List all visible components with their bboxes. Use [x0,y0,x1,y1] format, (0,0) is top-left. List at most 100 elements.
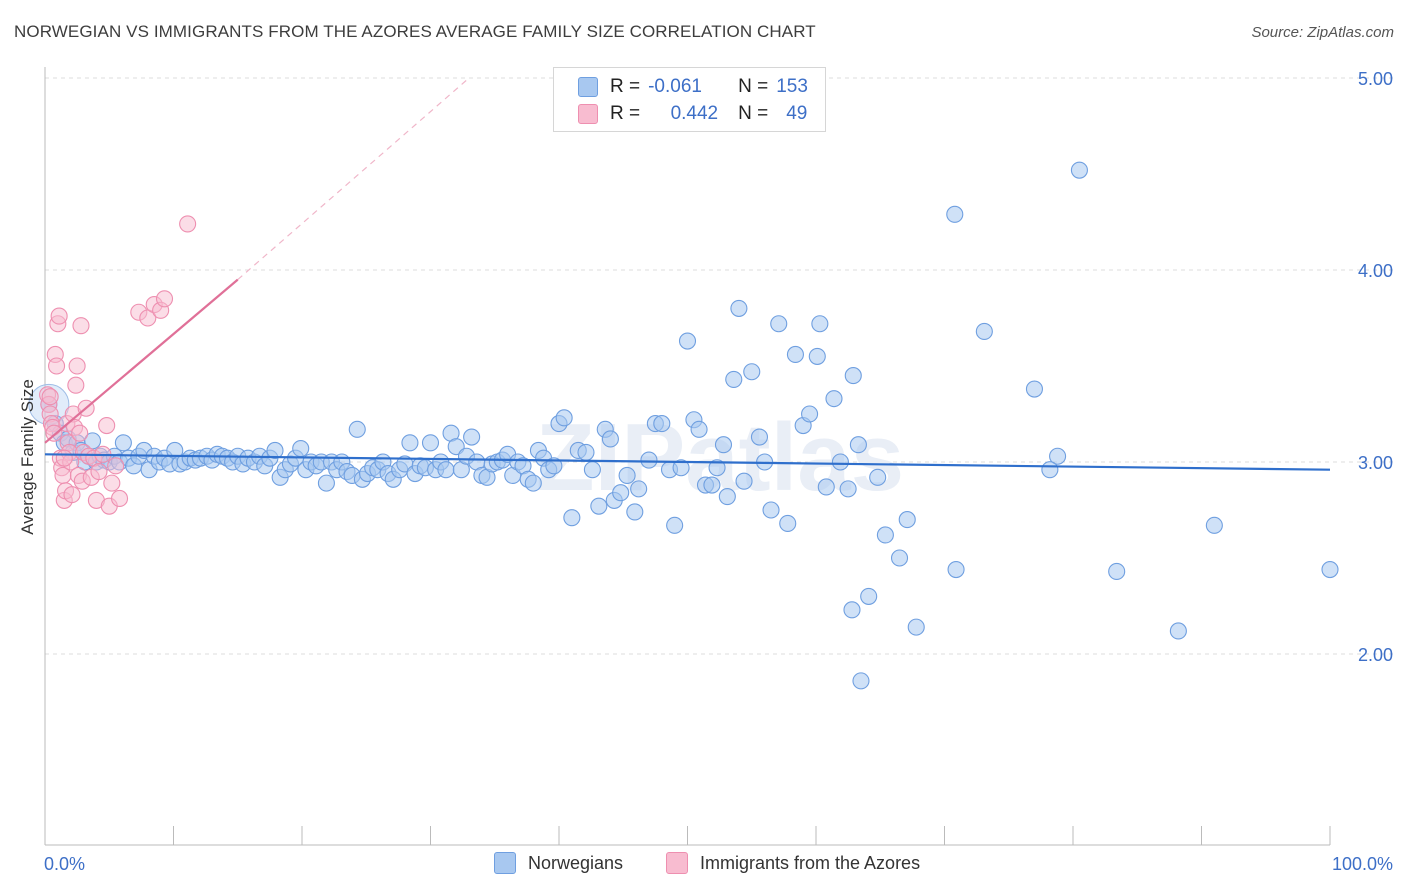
point-azores [41,388,59,406]
point-norwegians [678,332,697,350]
trend-lines [44,77,1331,471]
point-norwegians [1070,161,1088,179]
point-norwegians [545,457,563,475]
point-norwegians [317,474,335,492]
point-azores [48,357,66,375]
point-azores [68,357,86,375]
point-norwegians [266,441,284,460]
point-norwegians [1049,447,1067,465]
point-norwegians [876,526,894,544]
point-norwegians [831,453,849,471]
point-norwegians [718,488,736,506]
point-norwegians [672,459,690,477]
gridlines [45,77,1395,655]
tick-labels: 2.00 3.00 4.00 5.00 0.0% 100.0% [44,69,1393,874]
source-label: Source: ZipAtlas.com [1251,24,1394,41]
trend-line-norwegians [44,453,1331,471]
x-tick-label: 0.0% [44,854,85,874]
point-azores [103,474,121,492]
point-norwegians [437,461,455,479]
legend-n-label: N = [738,76,769,97]
y-tick-label: 3.00 [1358,453,1393,473]
point-norwegians [666,516,684,534]
y-tick-label: 2.00 [1358,645,1393,665]
point-norwegians [801,405,819,423]
point-norwegians [626,503,644,521]
point-norwegians [703,476,721,494]
legend-row-norwegians: R = -0.061 N = 153 [578,74,808,100]
legend-r-label: R = [610,76,641,97]
bottom-legend-label: Norwegians [528,852,624,873]
point-norwegians [890,549,909,567]
point-norwegians [612,484,630,502]
point-norwegians [630,480,648,498]
point-norwegians [811,315,829,333]
point-norwegians [725,370,743,388]
legend-r-value: 0.442 [670,103,719,124]
point-norwegians [1169,622,1187,640]
point-norwegians [601,430,619,448]
point-norwegians [690,420,708,438]
point-norwegians [975,322,993,340]
point-norwegians [786,345,804,364]
point-norwegians [849,436,867,454]
point-norwegians [730,299,748,317]
point-norwegians [907,618,925,636]
point-norwegians [1205,516,1223,534]
point-norwegians [714,436,733,454]
point-azores [90,463,108,481]
point-azores [72,317,90,335]
legend-n-label: N = [738,103,769,124]
point-norwegians [750,428,769,446]
point-norwegians [852,672,870,690]
bottom-legend-azores: Immigrants from the Azores [666,852,920,874]
legend-r-value: -0.061 [648,76,702,97]
point-norwegians [839,480,857,498]
bottom-legend-swatch-azores [666,852,688,874]
point-norwegians [898,511,916,529]
trend-line-azores [44,278,239,444]
legend-n-value: 153 [776,76,808,97]
y-axis-title: Average Family Size [18,379,37,535]
point-norwegians [421,434,440,452]
point-norwegians [524,474,542,492]
point-azores [50,307,68,325]
point-norwegians [563,509,581,527]
point-norwegians [577,443,595,461]
bottom-legend: Norwegians Immigrants from the Azores [0,852,1406,878]
bottom-legend-norwegians: Norwegians [494,852,623,874]
point-azores [71,424,89,442]
legend-r-label: R = [610,103,641,124]
point-azores [107,457,125,475]
bottom-legend-label: Immigrants from the Azores [700,852,921,873]
point-norwegians [555,409,573,427]
chart-title: NORWEGIAN VS IMMIGRANTS FROM THE AZORES … [14,22,816,41]
point-norwegians [463,428,481,446]
legend-swatch-norwegians [578,77,598,97]
bottom-legend-swatch-norwegians [494,852,516,874]
point-norwegians [292,440,310,458]
x-tick-label: 100.0% [1332,854,1393,874]
axes [44,67,1331,846]
point-norwegians [770,315,788,333]
point-azores [67,376,85,394]
point-norwegians [947,560,965,579]
point-norwegians [640,451,658,469]
point-norwegians [844,367,862,385]
point-norwegians [653,415,671,433]
point-norwegians [743,363,761,381]
point-azores [98,416,116,435]
legend-swatch-azores [578,104,598,124]
point-norwegians [779,514,797,532]
point-norwegians [735,472,753,490]
point-norwegians [618,466,636,484]
y-tick-label: 4.00 [1358,261,1393,281]
point-norwegians [1108,562,1126,580]
point-norwegians [808,347,826,365]
point-azores [55,449,73,467]
point-azores [110,489,129,508]
point-norwegians [348,420,366,438]
point-azores [179,215,197,233]
point-norwegians [946,205,964,223]
